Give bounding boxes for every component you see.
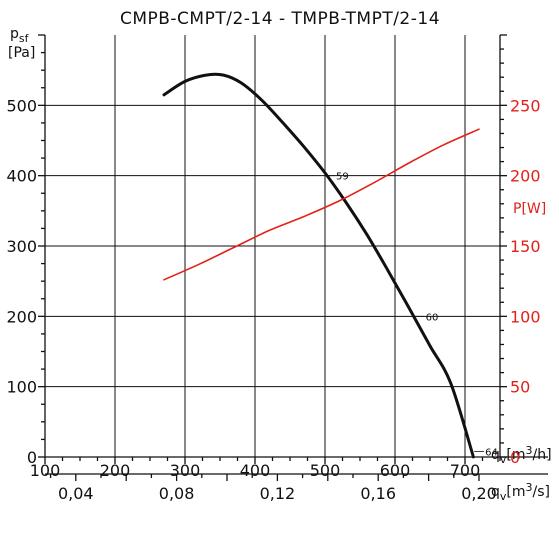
y-tick-label: 300 xyxy=(6,237,37,256)
power-curve-line xyxy=(163,128,480,281)
x2-tick-label: 0,08 xyxy=(159,484,195,503)
x2-tick-label: 0,12 xyxy=(260,484,296,503)
x-tick-label: 400 xyxy=(240,461,271,480)
y-tick-label: 400 xyxy=(6,167,37,186)
y-tick-label: 200 xyxy=(6,307,37,326)
svg-text:psf: psf xyxy=(10,26,30,45)
y-axis-label: psf [Pa] xyxy=(8,26,35,61)
x2-tick-label: 0,20 xyxy=(461,484,497,503)
axes xyxy=(38,34,548,481)
y2-tick-label: 150 xyxy=(510,237,541,256)
x-tick-label: 300 xyxy=(170,461,201,480)
x2-tick-label: 0,16 xyxy=(360,484,396,503)
y-tick-label: 100 xyxy=(6,378,37,397)
pressure-curve-line xyxy=(162,72,475,459)
y2-tick-label: 100 xyxy=(510,307,541,326)
svg-text:[Pa]: [Pa] xyxy=(8,45,35,61)
x-tick-label: 700 xyxy=(450,461,481,480)
x-tick-label: 600 xyxy=(380,461,411,480)
annotation-label: 60 xyxy=(426,312,439,323)
x-tick-label: 500 xyxy=(310,461,341,480)
x-axis-label-m3h: qv[m3/h] xyxy=(491,444,552,466)
annotations: 59 60 64 xyxy=(325,172,498,458)
annotation-label: 64 xyxy=(485,447,498,458)
y2-tick-label: 250 xyxy=(510,96,541,115)
y-tick-label: 500 xyxy=(6,96,37,115)
chart-title: CMPB-CMPT/2-14 - TMPB-TMPT/2-14 xyxy=(120,9,440,29)
annotation-label: 59 xyxy=(336,172,349,183)
series xyxy=(162,72,480,459)
y2-tick-label: 0 xyxy=(510,448,520,467)
x-tick-label: 100 xyxy=(30,461,61,480)
x-axis-label-m3s: qv[m3/s] xyxy=(491,481,550,503)
y-tick-label: 0 xyxy=(27,448,37,467)
svg-text:qv[m3/s]: qv[m3/s] xyxy=(491,481,550,503)
y2-axis-label: P[W] xyxy=(513,201,546,217)
svg-text:qv[m3/h]: qv[m3/h] xyxy=(491,444,552,466)
grid xyxy=(45,35,500,457)
x-tick-label: 200 xyxy=(100,461,131,480)
x2-tick-label: 0,04 xyxy=(58,484,94,503)
y2-tick-label: 50 xyxy=(510,378,530,397)
y2-tick-label: 200 xyxy=(510,167,541,186)
